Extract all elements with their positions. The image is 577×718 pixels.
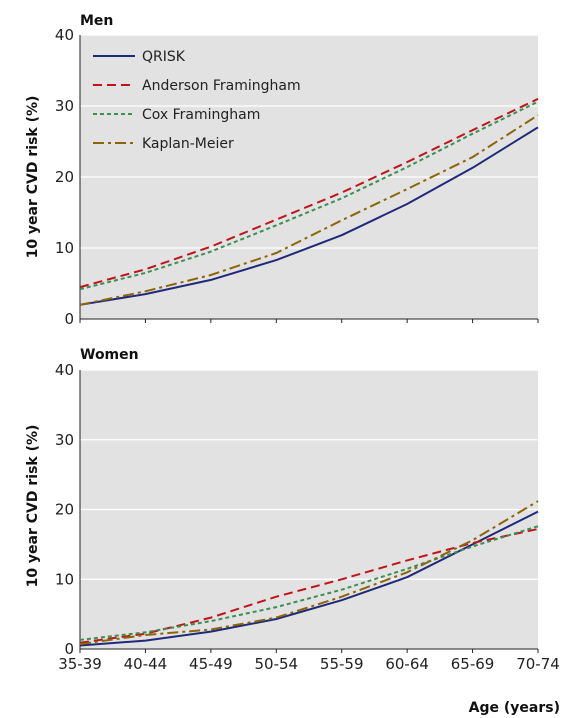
series-line-qrisk [79, 126, 539, 306]
y-tick-label: 20 [55, 501, 74, 519]
x-tick-label: 50-54 [254, 655, 298, 673]
women-panel-title: Women [80, 347, 139, 363]
x-tick-label: 70-74 [516, 655, 560, 673]
y-tick-label: 30 [55, 97, 74, 115]
series-line-cox-framingham [79, 525, 539, 641]
series-line-kaplan-meier [79, 500, 539, 646]
y-tick-label: 40 [55, 26, 74, 44]
x-axis-title: Age (years) [469, 700, 560, 716]
x-tick-label: 65-69 [451, 655, 495, 673]
x-tick-label: 45-49 [189, 655, 233, 673]
men-panel: Men 10 year CVD risk (%) 0 10 20 30 40 QRISK A… [25, 13, 539, 328]
y-tick-label: 30 [55, 431, 74, 449]
series-line-cox-framingham [79, 100, 539, 291]
y-tick-label: 10 [55, 570, 74, 588]
y-tick-label: 0 [64, 310, 74, 328]
women-panel: Women 10 year CVD risk (%) 0 10 20 30 40 35-3… [25, 347, 560, 673]
y-tick-label: 10 [55, 239, 74, 257]
y-tick-label: 20 [55, 168, 74, 186]
x-tick-label: 55-59 [320, 655, 364, 673]
series-line-anderson-framingham [79, 97, 539, 289]
x-tick-label: 35-39 [58, 655, 102, 673]
men-y-axis-title: 10 year CVD risk (%) [25, 96, 41, 259]
y-tick-label: 0 [64, 640, 74, 658]
legend-label: Kaplan-Meier [142, 136, 234, 152]
men-panel-title: Men [80, 13, 113, 29]
x-tick-label: 60-64 [385, 655, 429, 673]
x-tick-label: 40-44 [124, 655, 168, 673]
y-tick-label: 40 [55, 361, 74, 379]
legend-label: Cox Framingham [142, 107, 260, 123]
women-y-axis-title: 10 year CVD risk (%) [25, 425, 41, 588]
legend: QRISK Anderson Framingham Cox Framingham Ka… [93, 49, 301, 152]
legend-label: QRISK [142, 49, 186, 65]
legend-label: Anderson Framingham [142, 78, 301, 94]
men-plot-area: 0 10 20 30 40 QRISK Anderson Framingham Cox Fra… [55, 26, 539, 328]
women-plot-area: 0 10 20 30 40 35-39 40-44 45-49 50-54 55-59 60-64 6… [55, 361, 560, 673]
